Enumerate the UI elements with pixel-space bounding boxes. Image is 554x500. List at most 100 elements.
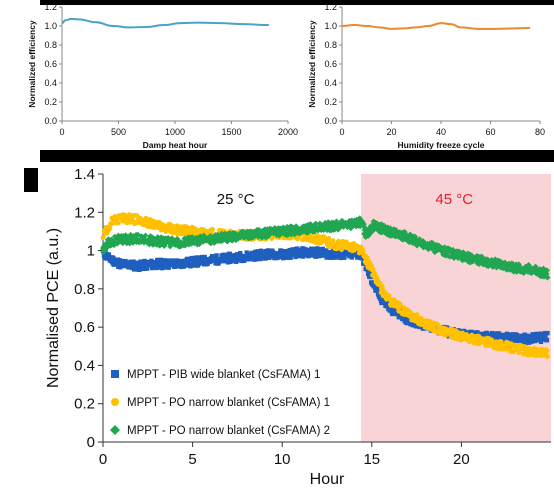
data-point	[372, 225, 379, 232]
y-tick-label: 0.6	[324, 59, 337, 69]
data-point	[362, 224, 369, 231]
normalised-pce-chart: 0 0.2 0.4 0.6 0.8 1 1.2 1.4 0 5 10 15 20 Hour Normalis…	[45, 166, 551, 488]
data-point	[532, 263, 539, 270]
data-point	[312, 220, 319, 227]
data-point	[146, 241, 153, 248]
x-tick-label: 500	[111, 127, 126, 137]
series-markers	[100, 212, 550, 359]
x-tick-label: 40	[436, 127, 446, 137]
y-tick-label: 0.4	[44, 78, 57, 88]
data-point	[471, 330, 476, 335]
legend-label: MPPT - PO narrow blanket (CsFAMA) 1	[127, 397, 330, 409]
y-tick-label: 0.2	[44, 97, 57, 107]
y-tick-label: 1.0	[324, 21, 337, 31]
data-point	[306, 253, 311, 259]
x-tick-label: 15	[363, 451, 380, 468]
x-tick-label: 60	[485, 127, 495, 137]
x-tick-label: 0	[59, 127, 64, 137]
y-axis-title: Normalized efficiency	[27, 20, 37, 108]
legend-marker	[111, 398, 119, 406]
x-tick-label: 5	[188, 451, 196, 468]
data-point	[386, 292, 392, 298]
data-point	[374, 223, 381, 230]
y-tick-label: 0.0	[44, 116, 57, 126]
x-tick-label: 80	[535, 127, 545, 137]
data-point	[543, 267, 550, 274]
y-tick-label: 1	[87, 243, 95, 260]
y-axis-title: Normalised PCE (a.u.)	[45, 228, 62, 388]
data-point	[260, 249, 266, 254]
x-axis-title: Damp heat hour	[143, 140, 208, 150]
x-tick-label: 20	[453, 451, 470, 468]
data-point	[107, 226, 113, 231]
data-point	[144, 266, 150, 271]
data-point	[311, 228, 318, 235]
series-line	[61, 17, 269, 29]
data-point	[104, 244, 111, 251]
data-point	[141, 263, 147, 268]
data-point	[252, 257, 257, 262]
data-point	[138, 259, 143, 264]
data-point	[136, 262, 141, 268]
legend-marker	[110, 425, 120, 435]
data-point	[242, 258, 247, 263]
data-point	[540, 273, 547, 280]
data-point	[387, 308, 393, 313]
data-point	[122, 232, 129, 239]
data-point	[238, 251, 243, 256]
data-point	[292, 251, 298, 256]
data-point	[334, 246, 340, 252]
data-point	[149, 258, 154, 264]
humidity-freeze-chart: 0.0 0.2 0.4 0.6 0.8 1.0 1.2 0 20 40 60 80 Humidity f…	[307, 2, 545, 150]
x-axis-title: Humidity freeze cycle	[398, 140, 485, 150]
y-tick-label: 0.2	[74, 396, 95, 413]
data-point	[521, 334, 526, 340]
top-black-bar	[40, 0, 554, 5]
data-point	[471, 341, 477, 346]
data-point	[101, 234, 106, 240]
data-point	[534, 331, 539, 337]
data-point	[258, 256, 263, 262]
data-point	[173, 262, 179, 268]
data-point	[375, 287, 380, 292]
data-point	[125, 260, 130, 265]
data-point	[245, 257, 251, 262]
data-point	[265, 248, 271, 253]
data-point	[175, 231, 180, 237]
data-point	[210, 227, 216, 232]
data-point	[545, 330, 550, 336]
data-point	[154, 265, 160, 270]
x-tick-label: 0	[339, 127, 344, 137]
data-point	[317, 253, 322, 259]
series-markers	[100, 215, 551, 281]
data-point	[229, 237, 236, 244]
data-point	[515, 261, 522, 268]
data-point	[524, 333, 530, 338]
data-point	[135, 260, 141, 266]
data-point	[202, 254, 207, 260]
temperature-label-45c: 45 °C	[435, 191, 473, 208]
data-point	[375, 292, 381, 297]
data-point	[276, 232, 283, 239]
y-axis-title: Normalized efficiency	[307, 20, 317, 108]
y-tick-label: 1.2	[74, 204, 95, 221]
data-point	[191, 263, 196, 268]
data-point	[258, 232, 265, 239]
y-tick-label: 1.2	[44, 2, 57, 12]
data-point	[544, 348, 550, 354]
divider-black-bar	[40, 150, 554, 162]
data-point	[529, 339, 534, 344]
data-point	[404, 317, 409, 323]
data-point	[370, 267, 376, 272]
data-point	[360, 248, 366, 254]
data-point	[511, 348, 517, 354]
y-tick-label: 0.6	[74, 319, 95, 336]
data-point	[179, 258, 184, 264]
y-tick-label: 0.8	[74, 281, 95, 298]
data-point	[186, 259, 191, 264]
y-tick-label: 0.4	[74, 357, 95, 374]
data-point	[491, 331, 496, 336]
data-point	[544, 337, 550, 343]
data-point	[185, 241, 192, 248]
